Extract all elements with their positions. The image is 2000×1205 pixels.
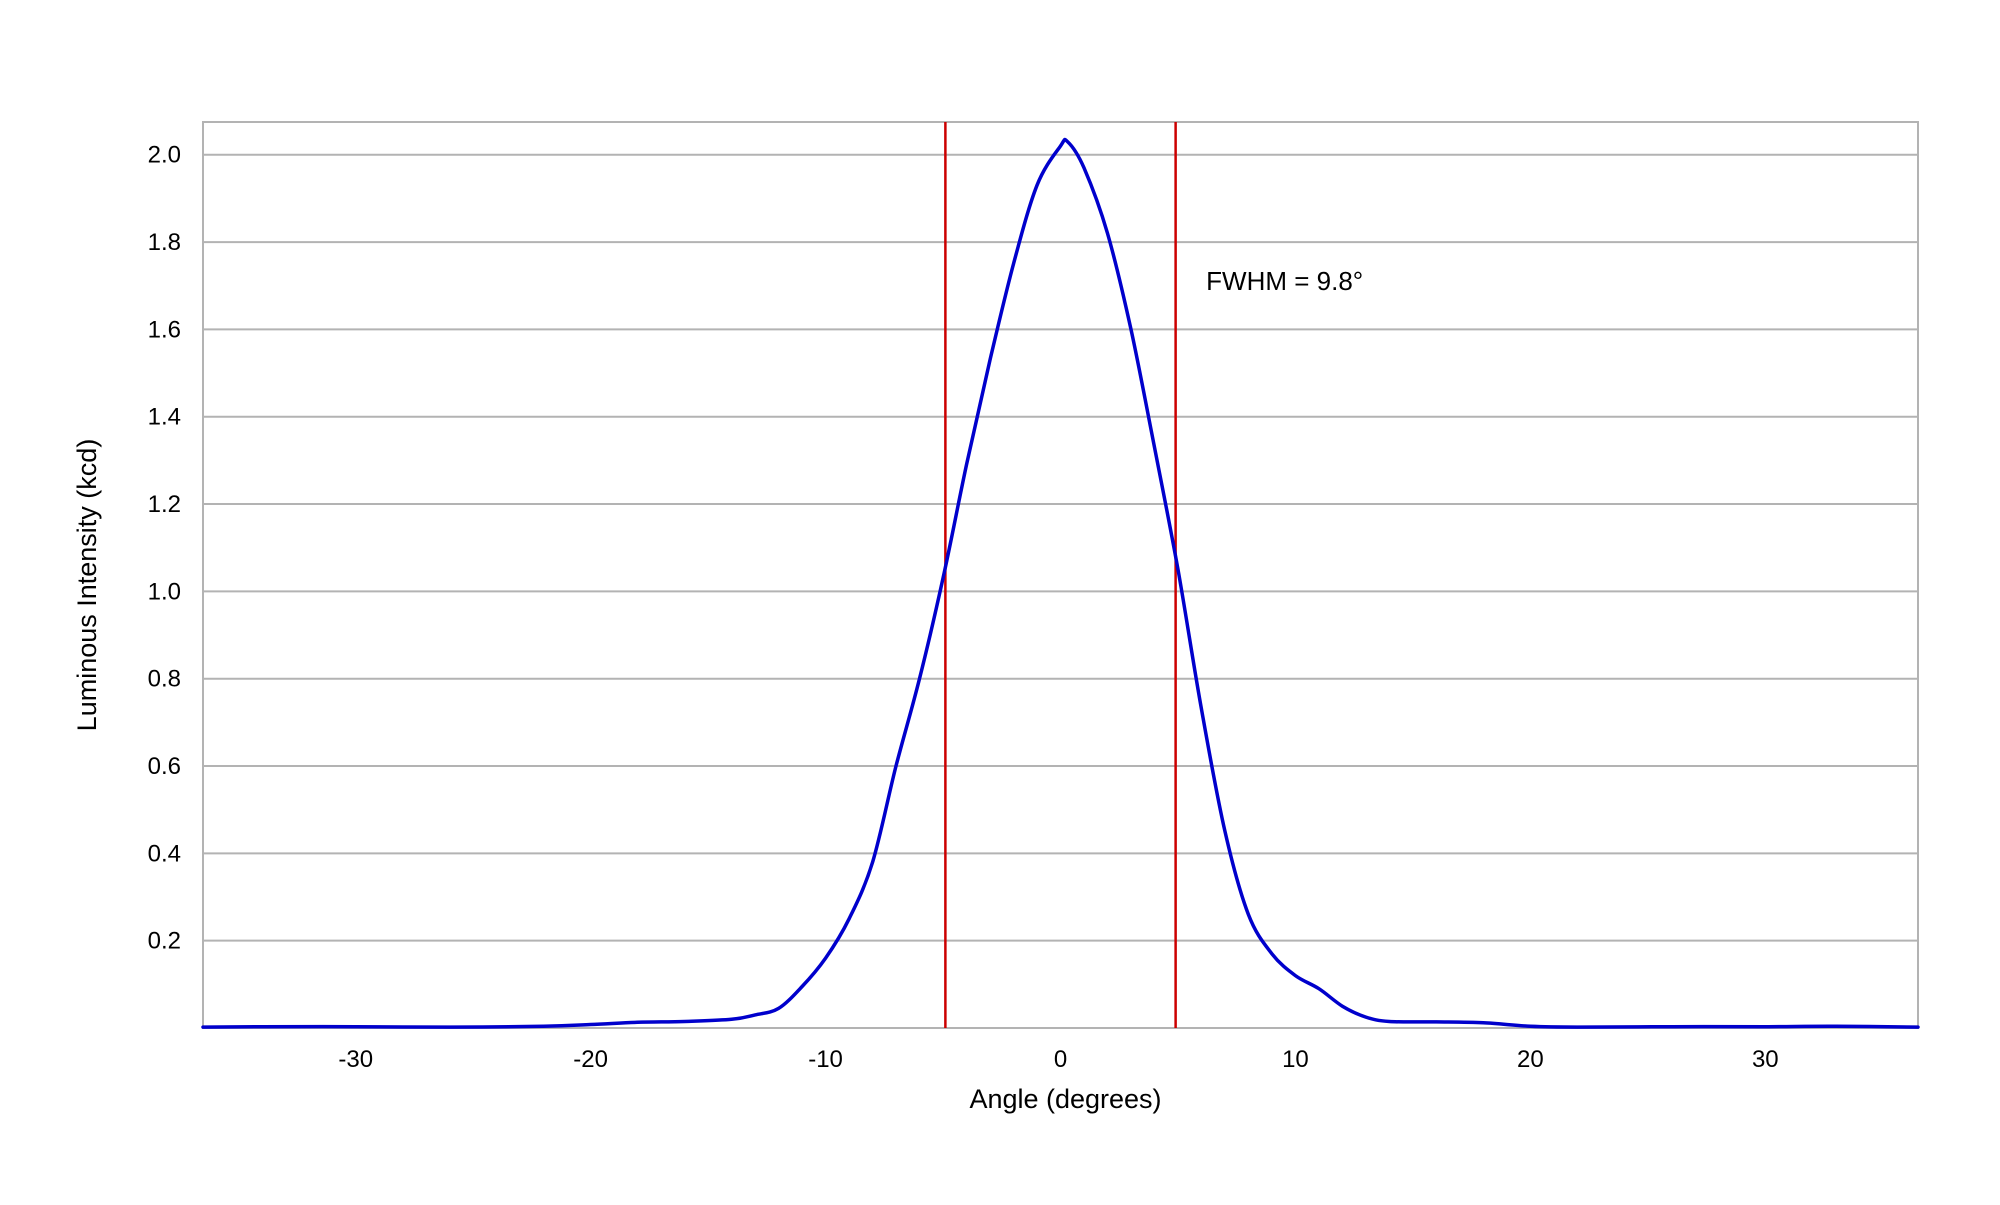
y-axis-title: Luminous Intensity (kcd) (72, 439, 102, 732)
x-tick-label: 20 (1517, 1046, 1544, 1073)
plot-area-frame (202, 121, 1919, 1029)
x-tick-label: -10 (808, 1046, 843, 1073)
y-tick-label: 1.6 (148, 316, 181, 343)
x-axis-title: Angle (degrees) (969, 1084, 1161, 1114)
y-tick-label: 0.4 (148, 840, 181, 867)
y-tick-label: 1.0 (148, 578, 181, 605)
y-tick-label: 1.4 (148, 404, 181, 431)
x-tick-label: 10 (1282, 1046, 1309, 1073)
y-tick-label: 0.8 (148, 666, 181, 693)
y-tick-label: 1.8 (148, 229, 181, 256)
y-tick-label: 2.0 (148, 142, 181, 169)
luminous-intensity-curve (201, 137, 1920, 1029)
tick-labels: 0.2 0.4 0.6 0.8 1.0 1.2 1.4 1.6 1.8 2.0 -30 -20 -10 0… (148, 142, 1779, 1073)
x-tick-label: 30 (1752, 1046, 1779, 1073)
x-tick-label: -30 (338, 1046, 373, 1073)
y-tick-label: 0.2 (148, 928, 181, 955)
grid-lines (203, 153, 1918, 942)
y-tick-label: 1.2 (148, 491, 181, 518)
x-tick-label: 0 (1054, 1046, 1067, 1073)
fwhm-annotation: FWHM = 9.8° (1206, 266, 1363, 296)
y-tick-label: 0.6 (148, 753, 181, 780)
fwhm-reference-lines (944, 122, 1177, 1028)
x-tick-label: -20 (573, 1046, 608, 1073)
